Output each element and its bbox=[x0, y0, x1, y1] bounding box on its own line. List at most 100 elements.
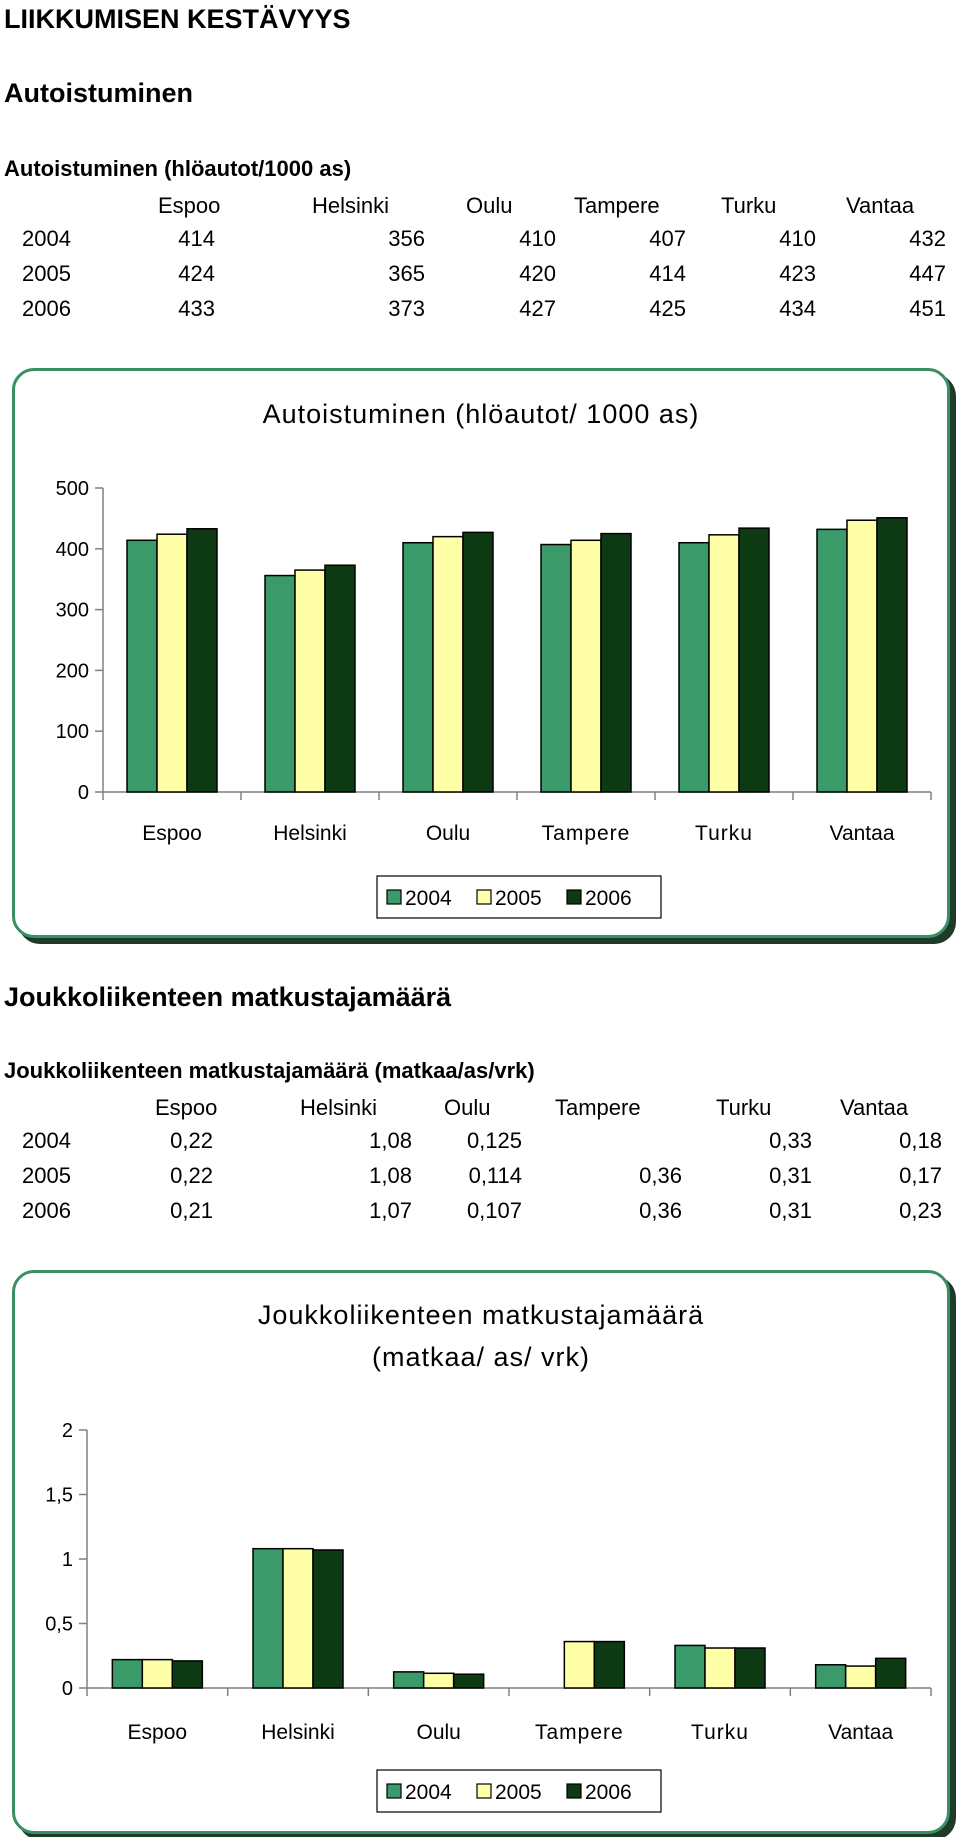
table-cell: 423 bbox=[779, 261, 816, 286]
table-cell: 0,114 bbox=[468, 1163, 522, 1188]
legend-label-2004: 2004 bbox=[405, 887, 452, 910]
bar-2006-tampere bbox=[600, 532, 632, 793]
column-header-espoo: Espoo bbox=[155, 1095, 218, 1120]
x-tick-label: Oulu bbox=[416, 1721, 460, 1744]
chart-title: Autoistuminen (hlöautot/ 1000 as) bbox=[263, 399, 700, 429]
column-header-vantaa: Vantaa bbox=[846, 193, 915, 218]
table-cell: 365 bbox=[388, 261, 425, 286]
x-tick-label: Espoo bbox=[128, 1721, 188, 1744]
x-tick-label: Turku bbox=[695, 822, 753, 845]
legend-label-2005: 2005 bbox=[495, 1781, 542, 1804]
bar-2005-oulu bbox=[432, 535, 464, 793]
bar-2004-vantaa bbox=[816, 528, 848, 793]
x-tick-label: Turku bbox=[691, 1721, 749, 1744]
bar-2004-vantaa bbox=[814, 1664, 847, 1689]
y-tick-label: 500 bbox=[56, 478, 89, 500]
bar-2005-espoo bbox=[156, 533, 188, 793]
x-tick-label: Tampere bbox=[535, 1721, 624, 1744]
row-year-2006: 2006 bbox=[22, 296, 71, 321]
legend-swatch-2006 bbox=[566, 1783, 582, 1799]
table-cell: 414 bbox=[178, 226, 215, 251]
table-cell: 0,22 bbox=[170, 1128, 213, 1153]
legend-swatch-2005 bbox=[476, 889, 492, 905]
row-year-2005: 2005 bbox=[22, 1163, 71, 1188]
table-cell: 0,18 bbox=[899, 1128, 942, 1153]
section-heading-joukkoliikenne: Joukkoliikenteen matkustajamäärä bbox=[4, 982, 452, 1012]
table-cell: 425 bbox=[649, 296, 686, 321]
x-tick-label: Vantaa bbox=[830, 822, 895, 845]
bar-2006-espoo bbox=[171, 1660, 204, 1689]
column-header-tampere: Tampere bbox=[555, 1095, 641, 1120]
table-cell: 447 bbox=[909, 261, 946, 286]
bar-2005-helsinki bbox=[282, 1547, 314, 1689]
table-cell: 424 bbox=[178, 261, 215, 286]
bar-2006-vantaa bbox=[874, 1657, 907, 1689]
table-cell: 434 bbox=[779, 296, 816, 321]
x-tick-label: Vantaa bbox=[828, 1721, 893, 1744]
y-tick-label: 1 bbox=[62, 1549, 73, 1571]
y-tick-label: 200 bbox=[56, 660, 89, 682]
chart-panel-joukkoliikenne: Joukkoliikenteen matkustajamäärä (matkaa/… bbox=[12, 1270, 950, 1834]
bar-2005-vantaa bbox=[844, 1665, 877, 1689]
page-title: LIIKKUMISEN KESTÄVYYS bbox=[4, 4, 351, 34]
table-cell: 410 bbox=[779, 226, 816, 251]
chart-panel-autoistuminen: Autoistuminen (hlöautot/ 1000 as) 0 100 200… bbox=[12, 368, 950, 938]
bar-2005-helsinki bbox=[294, 569, 326, 793]
bar-2005-tampere bbox=[563, 1640, 596, 1689]
chart-title: Joukkoliikenteen matkustajamäärä bbox=[258, 1300, 704, 1330]
table-cell: 0,21 bbox=[170, 1198, 213, 1223]
x-tick-label: Tampere bbox=[542, 822, 631, 845]
table-cell: 1,07 bbox=[369, 1198, 412, 1223]
table-cell: 420 bbox=[519, 261, 556, 286]
y-tick-label: 0 bbox=[78, 782, 89, 804]
column-header-turku: Turku bbox=[716, 1095, 772, 1120]
table-cell: 1,08 bbox=[369, 1128, 412, 1153]
bar-chart-autoistuminen: Autoistuminen (hlöautot/ 1000 as) 0 100 200… bbox=[56, 399, 932, 919]
table-cell: 0,22 bbox=[170, 1163, 213, 1188]
table-cell: 0,23 bbox=[899, 1198, 942, 1223]
bar-2006-vantaa bbox=[876, 517, 908, 793]
legend-swatch-2005 bbox=[476, 1783, 492, 1799]
table-cell: 427 bbox=[519, 296, 556, 321]
table-title-joukkoliikenne: Joukkoliikenteen matkustajamäärä (matkaa… bbox=[4, 1058, 535, 1083]
bar-2006-helsinki bbox=[324, 564, 356, 793]
column-header-oulu: Oulu bbox=[466, 193, 513, 218]
table-cell: 0,31 bbox=[769, 1163, 812, 1188]
column-header-espoo: Espoo bbox=[158, 193, 221, 218]
legend-label-2005: 2005 bbox=[495, 887, 542, 910]
table-cell: 0,17 bbox=[899, 1163, 942, 1188]
column-header-turku: Turku bbox=[721, 193, 777, 218]
bar-2004-helsinki bbox=[252, 1547, 284, 1689]
y-tick-label: 0 bbox=[62, 1678, 73, 1700]
bar-2004-turku bbox=[678, 541, 710, 793]
bar-2004-helsinki bbox=[264, 574, 296, 793]
table-cell: 432 bbox=[909, 226, 946, 251]
bar-2005-vantaa bbox=[846, 519, 878, 793]
bar-2004-espoo bbox=[111, 1658, 144, 1689]
bar-2006-turku bbox=[738, 527, 770, 793]
bar-2004-oulu bbox=[392, 1671, 425, 1689]
y-tick-label: 0,5 bbox=[45, 1614, 73, 1636]
x-tick-label: Helsinki bbox=[261, 1721, 335, 1744]
bar-2004-espoo bbox=[126, 539, 158, 793]
bar-2006-helsinki bbox=[312, 1549, 344, 1689]
table-cell: 0,31 bbox=[769, 1198, 812, 1223]
column-header-vantaa: Vantaa bbox=[840, 1095, 909, 1120]
legend-label-2006: 2006 bbox=[585, 1781, 632, 1804]
legend-box bbox=[376, 1769, 662, 1813]
y-tick-label: 2 bbox=[62, 1420, 73, 1442]
bar-2004-turku bbox=[674, 1644, 706, 1689]
column-header-helsinki: Helsinki bbox=[300, 1095, 378, 1120]
column-header-helsinki: Helsinki bbox=[312, 193, 390, 218]
legend-swatch-2004 bbox=[386, 1783, 402, 1799]
chart-title: (matkaa/ as/ vrk) bbox=[372, 1342, 590, 1372]
table-cell: 356 bbox=[388, 226, 425, 251]
bar-2005-espoo bbox=[141, 1658, 174, 1689]
table-cell: 433 bbox=[178, 296, 215, 321]
x-tick-label: Helsinki bbox=[273, 822, 347, 845]
bar-2006-espoo bbox=[186, 527, 218, 793]
bar-2005-oulu bbox=[422, 1672, 455, 1689]
table-cell: 410 bbox=[519, 226, 556, 251]
y-tick-label: 300 bbox=[56, 600, 89, 622]
legend-swatch-2006 bbox=[566, 889, 582, 905]
